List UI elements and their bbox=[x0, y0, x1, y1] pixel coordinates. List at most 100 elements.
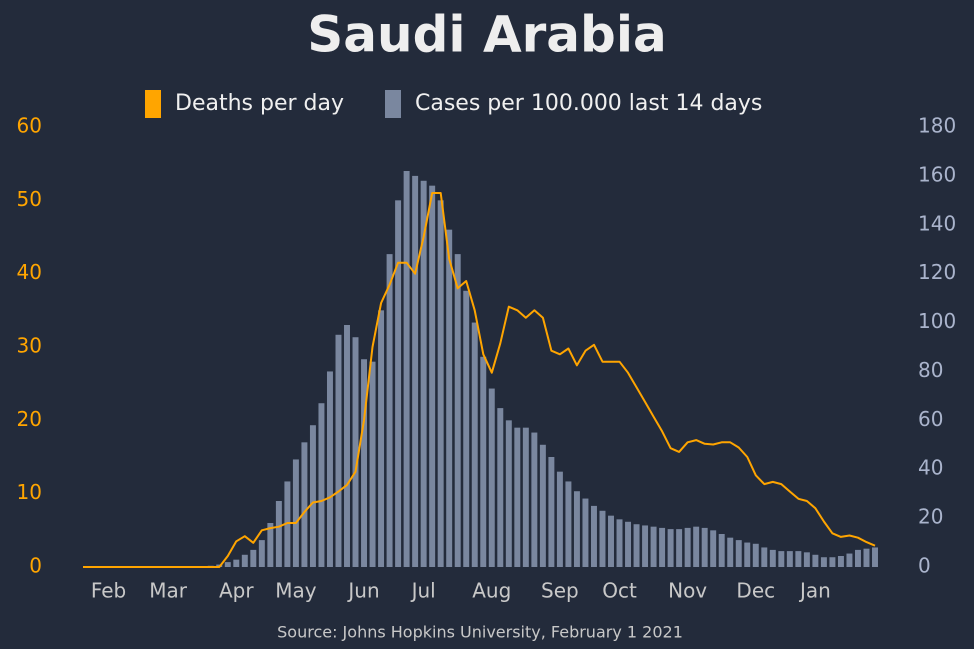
bar bbox=[531, 432, 538, 567]
bar bbox=[471, 322, 478, 567]
y-tick-label: 60 bbox=[17, 114, 42, 138]
x-tick-label: Apr bbox=[219, 579, 254, 603]
x-tick-label: Jun bbox=[346, 579, 379, 603]
bar bbox=[514, 427, 521, 567]
bar bbox=[420, 180, 427, 567]
bar bbox=[267, 523, 274, 567]
y2-tick-label: 20 bbox=[918, 505, 943, 529]
bar bbox=[556, 471, 563, 567]
bar bbox=[309, 425, 316, 567]
bar bbox=[565, 481, 572, 567]
x-tick-label: May bbox=[275, 579, 317, 603]
bar bbox=[284, 481, 291, 567]
bar bbox=[735, 540, 742, 567]
bar bbox=[582, 498, 589, 567]
bar bbox=[344, 325, 350, 567]
y-tick-label: 50 bbox=[17, 187, 42, 211]
bar bbox=[378, 310, 385, 567]
legend-label: Deaths per day bbox=[175, 91, 344, 116]
bar bbox=[386, 254, 393, 567]
bar bbox=[497, 408, 504, 567]
x-tick-label: Mar bbox=[149, 579, 188, 603]
y2-tick-label: 180 bbox=[918, 114, 956, 138]
bar bbox=[803, 552, 810, 567]
bar bbox=[820, 557, 827, 567]
y-tick-label: 40 bbox=[17, 260, 42, 284]
bar bbox=[676, 529, 683, 567]
bar bbox=[650, 526, 657, 567]
x-tick-label: Oct bbox=[602, 579, 637, 603]
bar bbox=[744, 542, 751, 567]
legend-swatch bbox=[145, 90, 161, 118]
bar bbox=[369, 361, 376, 567]
y2-tick-label: 80 bbox=[918, 358, 943, 382]
x-tick-label: Dec bbox=[736, 579, 775, 603]
bar bbox=[642, 525, 649, 567]
y2-tick-label: 100 bbox=[918, 309, 956, 333]
y2-tick-label: 40 bbox=[918, 456, 943, 480]
bar bbox=[522, 427, 529, 567]
bar bbox=[488, 388, 495, 567]
bar bbox=[258, 540, 265, 567]
bar bbox=[795, 551, 802, 567]
x-tick-label: Nov bbox=[668, 579, 707, 603]
y-tick-label: 30 bbox=[17, 334, 42, 358]
bar bbox=[573, 491, 580, 567]
bar bbox=[829, 557, 836, 567]
bar bbox=[548, 457, 555, 567]
bar bbox=[429, 185, 436, 567]
bar bbox=[505, 420, 512, 567]
bar bbox=[608, 515, 614, 567]
bar bbox=[778, 551, 785, 567]
x-tick-label: Aug bbox=[472, 579, 511, 603]
y2-tick-label: 140 bbox=[918, 211, 956, 235]
bar bbox=[361, 359, 368, 567]
bar bbox=[318, 403, 325, 567]
bar bbox=[752, 543, 759, 567]
bar bbox=[872, 547, 878, 567]
x-tick-label: Jul bbox=[410, 579, 436, 603]
bar bbox=[590, 505, 597, 567]
bar bbox=[616, 519, 623, 567]
bar bbox=[761, 547, 768, 567]
bar bbox=[301, 442, 308, 567]
bar bbox=[437, 200, 444, 568]
bar bbox=[241, 554, 248, 567]
bar bbox=[659, 527, 666, 567]
bar bbox=[718, 534, 725, 567]
bar bbox=[233, 559, 240, 567]
bar bbox=[335, 334, 342, 567]
x-tick-label: Sep bbox=[541, 579, 579, 603]
bar bbox=[684, 527, 691, 567]
bar bbox=[403, 171, 410, 567]
bar bbox=[454, 254, 461, 567]
bar bbox=[837, 556, 844, 567]
bar bbox=[710, 530, 717, 567]
legend-swatch bbox=[385, 90, 401, 118]
bar bbox=[727, 537, 734, 567]
bar bbox=[693, 526, 700, 567]
bar bbox=[667, 529, 674, 567]
bar bbox=[224, 562, 231, 567]
bar bbox=[412, 175, 419, 567]
bar bbox=[769, 549, 776, 567]
bar bbox=[463, 290, 470, 567]
y-tick-label: 20 bbox=[17, 407, 42, 431]
bar bbox=[352, 337, 359, 567]
y-tick-label: 0 bbox=[29, 554, 42, 578]
bar bbox=[786, 551, 793, 567]
bar bbox=[539, 444, 546, 567]
bar bbox=[395, 200, 402, 568]
bar bbox=[326, 371, 333, 567]
bar bbox=[599, 510, 606, 567]
line bbox=[83, 192, 876, 568]
bar bbox=[292, 459, 299, 567]
bar bbox=[812, 554, 819, 567]
bar bbox=[701, 527, 708, 567]
y2-tick-label: 160 bbox=[918, 162, 956, 186]
chart-title: Saudi Arabia bbox=[307, 6, 666, 64]
x-tick-label: Feb bbox=[91, 579, 126, 603]
y-tick-label: 10 bbox=[17, 480, 42, 504]
bar bbox=[275, 501, 282, 567]
